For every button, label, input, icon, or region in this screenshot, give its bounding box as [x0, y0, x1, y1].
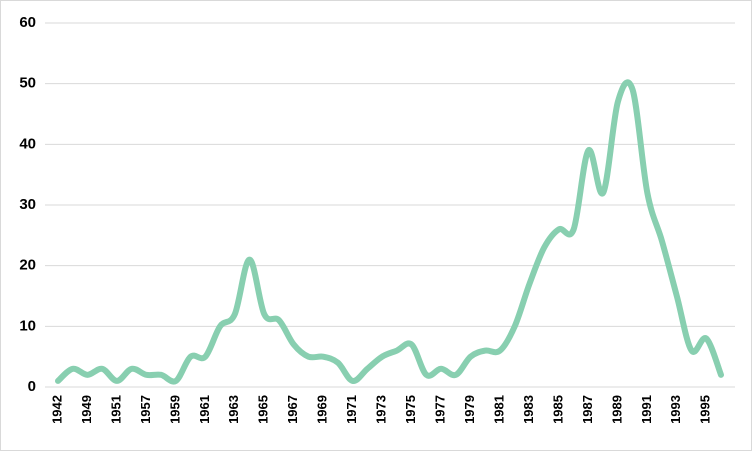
x-tick-label: 1967 [285, 395, 300, 424]
x-tick-label: 1957 [138, 395, 153, 424]
y-tick-label: 0 [28, 378, 36, 395]
x-tick-label: 1942 [49, 395, 64, 424]
x-tick-label: 1979 [462, 395, 477, 424]
x-tick-label: 1991 [639, 395, 654, 424]
x-tick-label: 1951 [108, 395, 123, 424]
x-tick-label: 1965 [256, 395, 271, 424]
y-tick-label: 20 [19, 257, 36, 274]
x-tick-label: 1989 [609, 395, 624, 424]
x-tick-label: 1987 [580, 395, 595, 424]
y-tick-label: 50 [19, 75, 36, 92]
y-tick-label: 40 [19, 135, 36, 152]
x-tick-label: 1983 [521, 395, 536, 424]
x-tick-label: 1961 [197, 395, 212, 424]
x-tick-label: 1971 [344, 395, 359, 424]
x-tick-label: 1959 [167, 395, 182, 424]
y-tick-label: 10 [19, 317, 36, 334]
y-tick-label: 30 [19, 196, 36, 213]
x-tick-label: 1963 [226, 395, 241, 424]
x-tick-label: 1969 [315, 395, 330, 424]
x-tick-label: 1985 [550, 395, 565, 424]
x-tick-label: 1993 [668, 395, 683, 424]
x-tick-label: 1995 [698, 395, 713, 424]
x-tick-label: 1981 [491, 395, 506, 424]
x-tick-label: 1949 [79, 395, 94, 424]
data-line [55, 79, 724, 385]
x-tick-label: 1973 [374, 395, 389, 424]
y-tick-label: 60 [19, 14, 36, 31]
x-tick-label: 1977 [433, 395, 448, 424]
x-tick-label: 1975 [403, 395, 418, 424]
